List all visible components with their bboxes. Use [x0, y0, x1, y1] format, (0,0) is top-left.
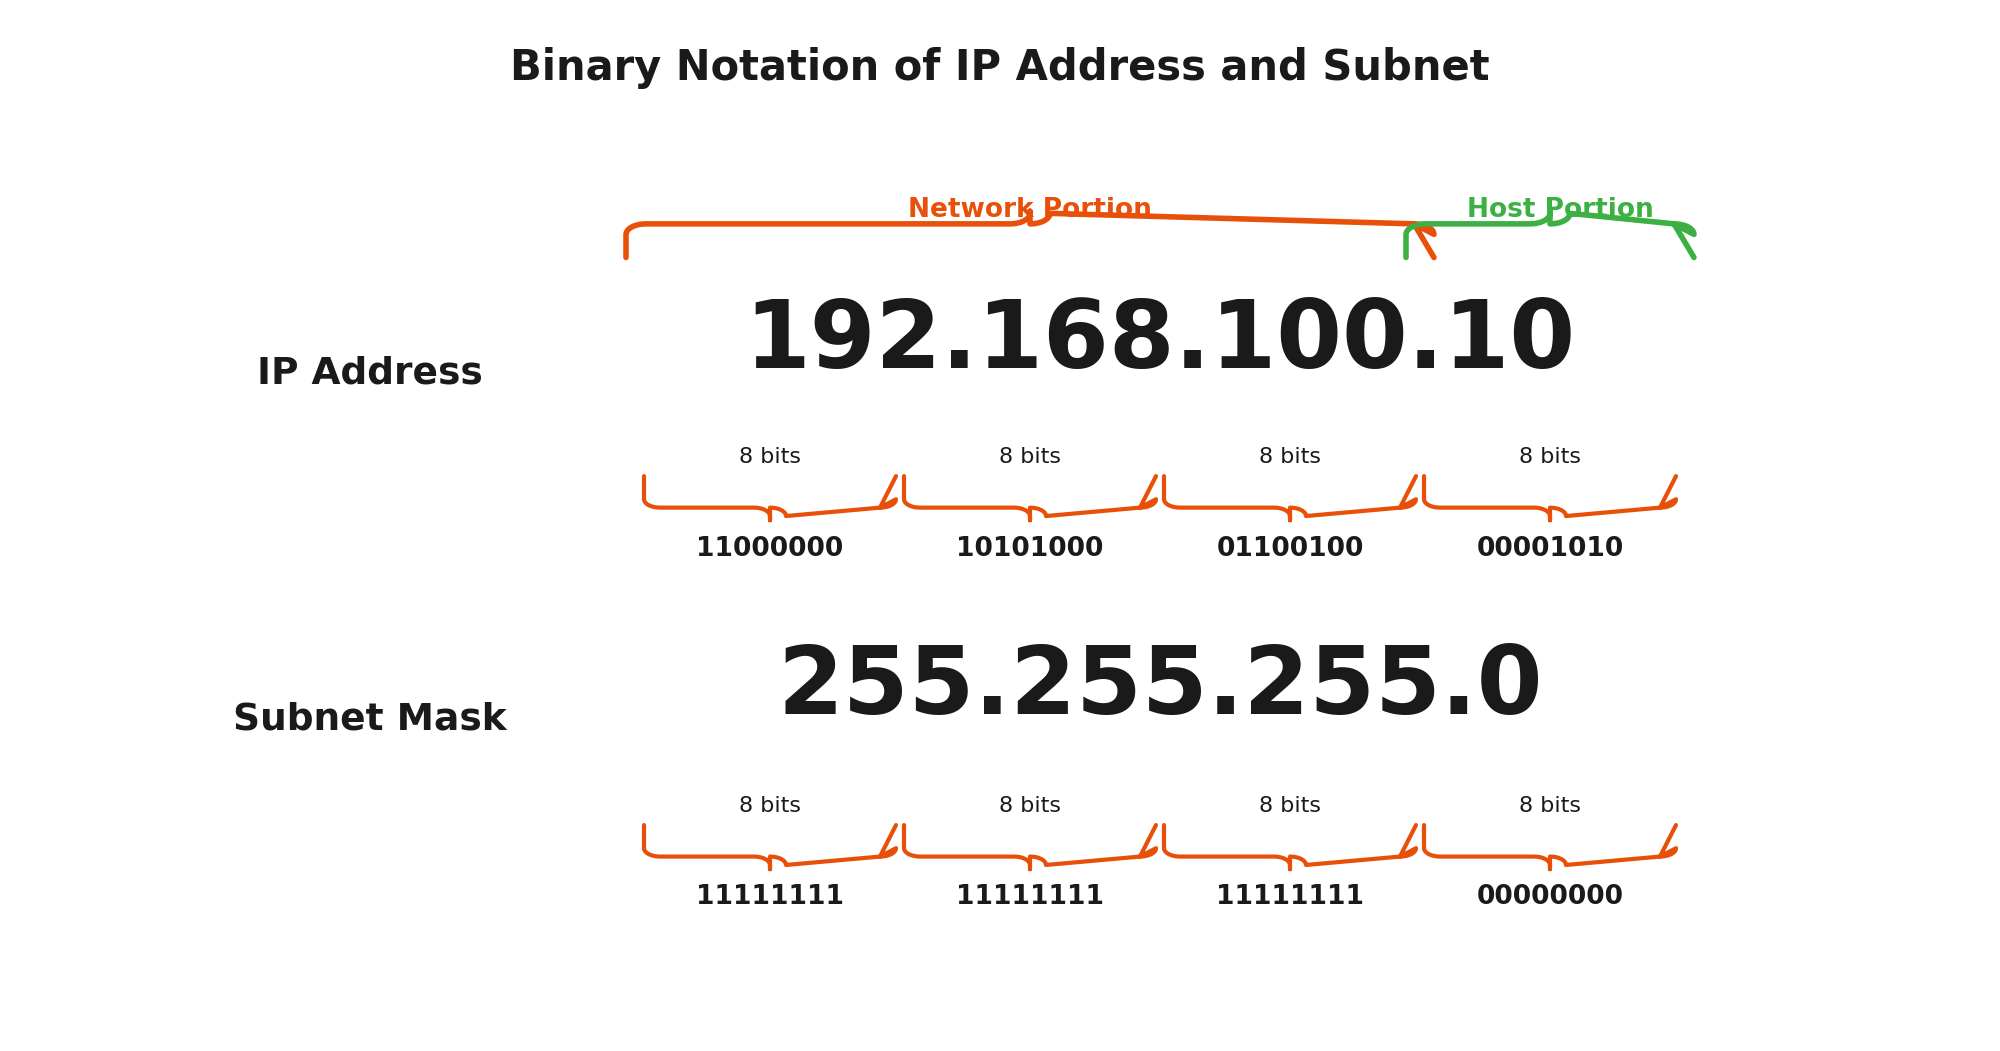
Text: 192.168.100.10: 192.168.100.10 [744, 295, 1576, 388]
Text: 00000000: 00000000 [1476, 884, 1624, 909]
Text: 8 bits: 8 bits [1520, 447, 1580, 468]
Text: 11111111: 11111111 [1216, 884, 1364, 909]
Text: Host Portion: Host Portion [1466, 198, 1654, 223]
Text: IP Address: IP Address [258, 355, 482, 391]
Text: 8 bits: 8 bits [1260, 796, 1320, 817]
Text: 11111111: 11111111 [696, 884, 844, 909]
Text: 10101000: 10101000 [956, 536, 1104, 561]
Text: 01100100: 01100100 [1216, 536, 1364, 561]
Text: 8 bits: 8 bits [740, 796, 800, 817]
Text: 8 bits: 8 bits [1520, 796, 1580, 817]
Text: Network Portion: Network Portion [908, 198, 1152, 223]
Text: 8 bits: 8 bits [740, 447, 800, 468]
Text: 8 bits: 8 bits [1000, 796, 1060, 817]
Text: Subnet Mask: Subnet Mask [234, 702, 506, 738]
Text: 11111111: 11111111 [956, 884, 1104, 909]
Text: 00001010: 00001010 [1476, 536, 1624, 561]
Text: 11000000: 11000000 [696, 536, 844, 561]
Text: 255.255.255.0: 255.255.255.0 [778, 642, 1542, 735]
Text: 8 bits: 8 bits [1000, 447, 1060, 468]
Text: 8 bits: 8 bits [1260, 447, 1320, 468]
Text: Binary Notation of IP Address and Subnet: Binary Notation of IP Address and Subnet [510, 47, 1490, 89]
